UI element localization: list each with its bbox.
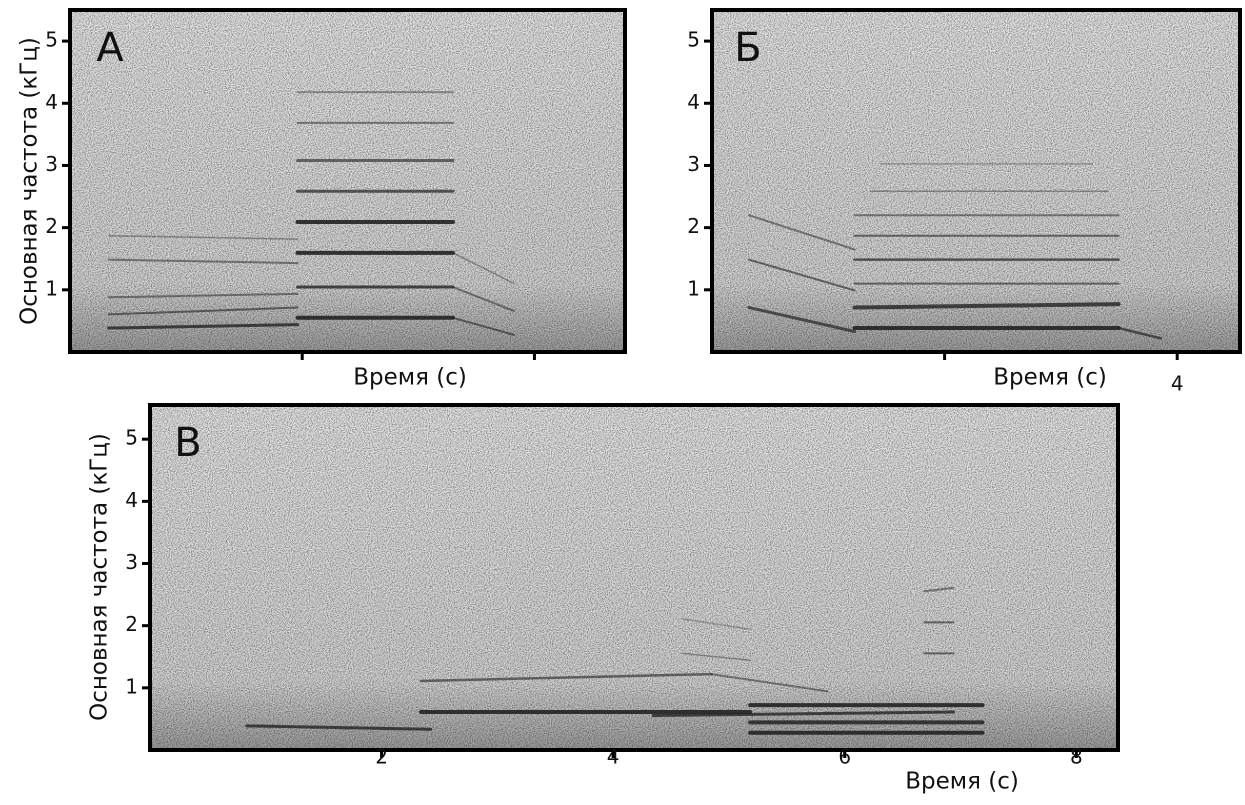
harmonic-trace [747,214,856,251]
panel-label: А [96,25,124,71]
harmonic-trace [451,316,515,336]
plot-frame [710,8,1242,354]
harmonic-trace [245,724,433,731]
harmonic-trace [107,258,299,265]
y-tick-label: 5 [125,426,138,450]
harmonic-trace [107,323,300,330]
harmonic-trace [419,672,713,683]
harmonic-trace [710,673,829,693]
y-tick-label: 4 [125,488,138,512]
harmonic-trace [747,258,856,292]
y-tick-label: 1 [125,674,138,698]
y-tick-label: 4 [45,90,58,114]
y-axis-label: Основная частота (кГц) [87,433,113,721]
spectrogram-panel: Б 1 2 3 4 5 4 Время (с) [687,8,1242,396]
y-tick-label: 3 [45,152,58,176]
spectrogram-fade [712,10,1240,352]
x-axis-label: Время (с) [905,769,1019,795]
spectrogram-fade [150,405,1118,750]
x-tick-label: 8 [1070,745,1083,769]
x-tick-label: 4 [607,745,620,769]
plot-frame [148,403,1120,752]
x-tick-label: 2 [375,745,388,769]
x-axis-label: Время (с) [993,365,1107,391]
y-tick-label: 1 [45,276,58,300]
harmonic-trace [108,234,299,240]
x-axis-label: Время (с) [353,365,467,391]
y-tick-label: 2 [687,214,700,238]
y-axis-label: Основная частота (кГц) [17,37,43,325]
harmonic-trace [923,586,955,593]
spectrogram-panel: А 1 2 3 4 5 Время (с) Основная частота (кГц) [17,8,627,391]
y-tick-label: 5 [687,28,700,52]
panel-label: Б [734,25,761,71]
spectrogram-fade [70,10,625,352]
plot-frame [68,8,627,354]
y-tick-label: 3 [687,152,700,176]
harmonic-trace [1117,326,1163,340]
harmonic-trace [651,710,955,717]
y-tick-label: 4 [687,90,700,114]
harmonic-trace [452,252,515,285]
harmonic-trace [107,306,299,316]
y-tick-label: 5 [45,28,58,52]
y-tick-label: 1 [687,276,700,300]
y-tick-label: 3 [125,550,138,574]
harmonic-trace [852,302,1121,310]
harmonic-trace [681,652,751,662]
harmonic-trace [107,292,299,299]
harmonic-trace [451,286,515,312]
x-tick-label: 6 [838,745,851,769]
harmonic-trace [747,306,857,333]
spectrogram-panel: В 1 2 3 4 5 2 4 6 8 Время (с) Основная частота (кГц… [87,403,1120,795]
x-tick-label: 4 [1171,372,1184,396]
y-tick-label: 2 [45,214,58,238]
panel-label: В [174,420,201,466]
harmonic-trace [681,618,751,630]
y-tick-label: 2 [125,612,138,636]
